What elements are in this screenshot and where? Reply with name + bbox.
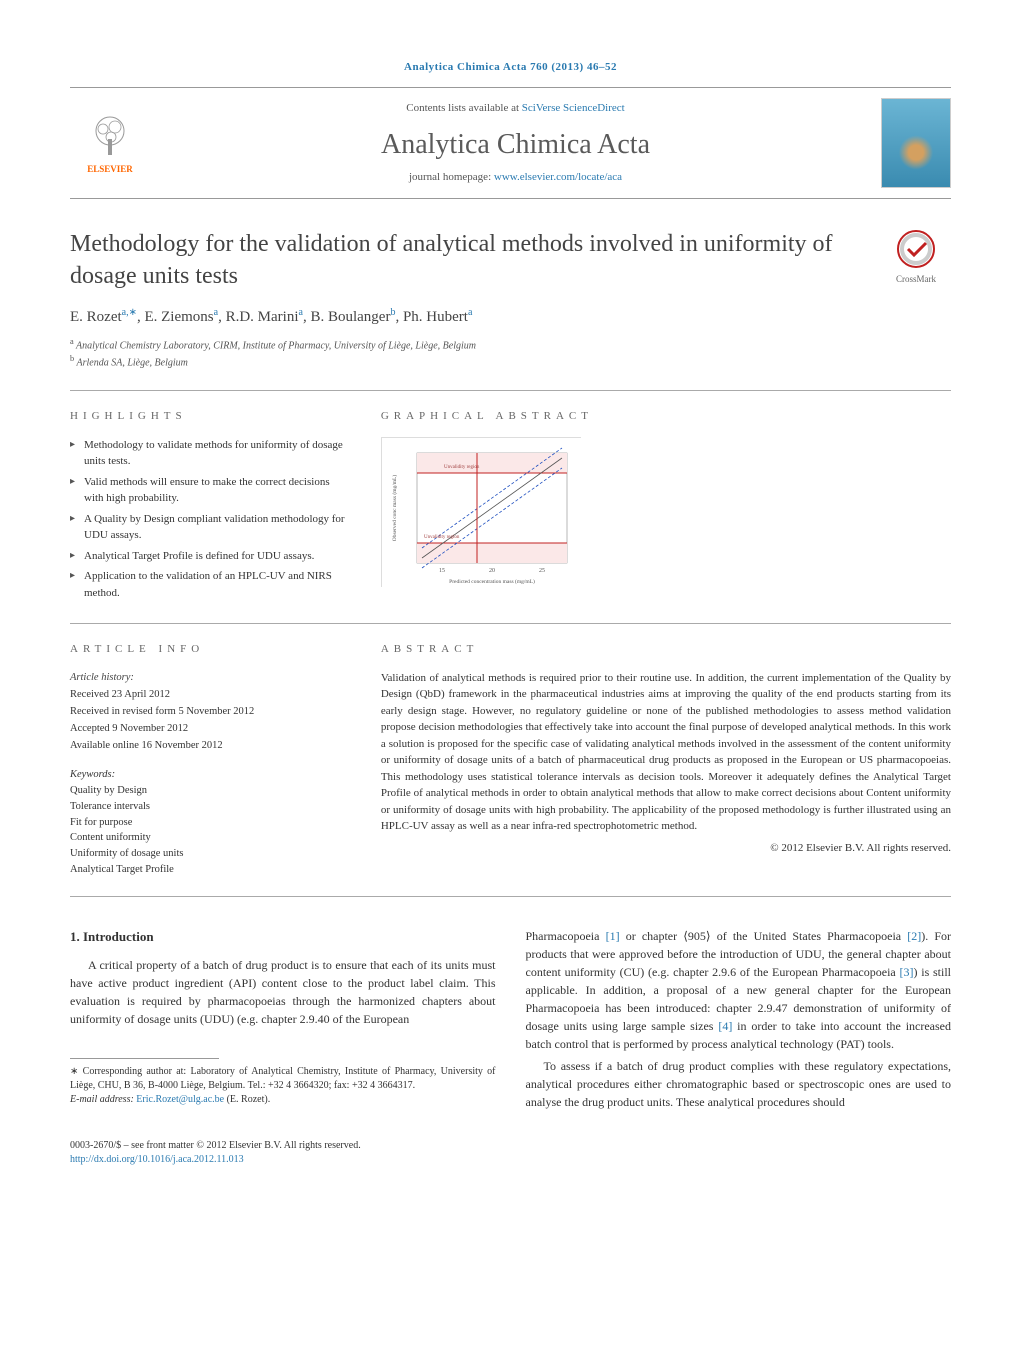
footnote-divider [70,1058,219,1059]
author: R.D. Marini [226,309,299,325]
info-abstract-row: ARTICLE INFO Article history: Received 2… [70,642,951,877]
email-link[interactable]: Eric.Rozet@ulg.ac.be [136,1094,224,1105]
keywords-heading: Keywords: [70,767,351,783]
body-paragraph: A critical property of a batch of drug p… [70,956,496,1028]
svg-text:Unvalidity region: Unvalidity region [444,465,480,470]
article-title: Methodology for the validation of analyt… [70,229,881,291]
body-section: 1. Introduction A critical property of a… [70,927,951,1115]
highlights-heading: HIGHLIGHTS [70,409,351,424]
journal-ref: Analytica Chimica Acta 760 (2013) 46–52 [70,60,951,75]
highlight-item: A Quality by Design compliant validation… [70,511,351,544]
ref-link[interactable]: [1] [606,929,620,943]
article-info-heading: ARTICLE INFO [70,642,351,657]
keyword: Uniformity of dosage units [70,846,351,862]
highlights-col: HIGHLIGHTS Methodology to validate metho… [70,409,351,605]
article-history-heading: Article history: [70,670,351,686]
footer: 0003-2670/$ – see front matter © 2012 El… [70,1139,951,1167]
history-line: Received 23 April 2012 [70,687,351,703]
highlight-item: Analytical Target Profile is defined for… [70,548,351,565]
publisher-name: ELSEVIER [87,163,133,176]
author-sup: a [468,307,472,318]
journal-cover-thumbnail [881,98,951,188]
title-row: Methodology for the validation of analyt… [70,229,951,291]
publisher-logo: ELSEVIER [70,103,150,183]
ref-link[interactable]: [4] [718,1019,732,1033]
affiliations: a Analytical Chemistry Laboratory, CIRM,… [70,336,951,371]
keywords-block: Keywords: Quality by Design Tolerance in… [70,767,351,877]
author: B. Boulanger [310,309,390,325]
footnote-text: Corresponding author at: Laboratory of A… [70,1066,496,1091]
author: E. Ziemons [144,309,213,325]
email-label: E-mail address: [70,1094,136,1105]
homepage-prefix: journal homepage: [409,171,494,183]
history-line: Received in revised form 5 November 2012 [70,704,351,720]
footer-issn: 0003-2670/$ – see front matter © 2012 El… [70,1139,951,1153]
header-box: ELSEVIER Contents lists available at Sci… [70,87,951,199]
crossmark-label: CrossMark [881,273,951,286]
author-sup: a [214,307,218,318]
ref-link[interactable]: [3] [900,965,914,979]
graphical-col: GRAPHICAL ABSTRACT [381,409,951,605]
divider [70,390,951,391]
ref-link[interactable]: [2] [907,929,921,943]
divider [70,623,951,624]
journal-name: Analytica Chimica Acta [150,125,881,164]
affiliation: b Arlenda SA, Liège, Belgium [70,353,951,370]
page: Analytica Chimica Acta 760 (2013) 46–52 … [0,0,1021,1207]
highlight-item: Application to the validation of an HPLC… [70,568,351,601]
affiliation: a Analytical Chemistry Laboratory, CIRM,… [70,336,951,353]
author: Ph. Hubert [403,309,468,325]
svg-text:Unvalidity region: Unvalidity region [424,535,460,540]
abstract-text: Validation of analytical methods is requ… [381,670,951,835]
crossmark-icon [896,229,936,269]
svg-text:Predicted concentration mass (: Predicted concentration mass (mg/mL) [449,578,535,585]
elsevier-tree-icon [85,111,135,161]
author-sup: a [299,307,303,318]
body-paragraph: Pharmacopoeia [1] or chapter ⟨905⟩ of th… [526,927,952,1053]
divider [70,896,951,897]
email-suffix: (E. Rozet). [224,1094,270,1105]
graphical-abstract-figure: Unvalidity region Unvalidity region 15 2… [381,437,581,587]
contents-prefix: Contents lists available at [406,102,521,114]
history-line: Accepted 9 November 2012 [70,721,351,737]
header-center: Contents lists available at SciVerse Sci… [150,101,881,185]
article-info-col: ARTICLE INFO Article history: Received 2… [70,642,351,877]
svg-text:25: 25 [539,568,545,574]
abstract-heading: ABSTRACT [381,642,951,657]
highlight-item: Methodology to validate methods for unif… [70,437,351,470]
keyword: Content uniformity [70,830,351,846]
crossmark-badge[interactable]: CrossMark [881,229,951,285]
author: E. Rozet [70,309,122,325]
author-sup: b [390,307,395,318]
corresponding-author-footnote: ∗ Corresponding author at: Laboratory of… [70,1065,496,1107]
keyword: Quality by Design [70,783,351,799]
keyword: Analytical Target Profile [70,862,351,878]
highlights-list: Methodology to validate methods for unif… [70,437,351,602]
homepage-line: journal homepage: www.elsevier.com/locat… [150,170,881,185]
sciencedirect-link[interactable]: SciVerse ScienceDirect [522,102,625,114]
svg-text:15: 15 [439,568,445,574]
svg-text:20: 20 [489,568,495,574]
keyword: Tolerance intervals [70,799,351,815]
intro-heading: 1. Introduction [70,927,496,947]
highlights-graphical-row: HIGHLIGHTS Methodology to validate metho… [70,409,951,605]
doi-link[interactable]: http://dx.doi.org/10.1016/j.aca.2012.11.… [70,1154,244,1165]
svg-text:Observed conc mass (mg/mL): Observed conc mass (mg/mL) [391,474,398,541]
homepage-link[interactable]: www.elsevier.com/locate/aca [494,171,622,183]
highlight-item: Valid methods will ensure to make the co… [70,474,351,507]
copyright: © 2012 Elsevier B.V. All rights reserved… [381,841,951,856]
history-line: Available online 16 November 2012 [70,738,351,754]
body-paragraph: To assess if a batch of drug product com… [526,1057,952,1111]
contents-line: Contents lists available at SciVerse Sci… [150,101,881,116]
keyword: Fit for purpose [70,815,351,831]
authors: E. Rozeta,∗, E. Ziemonsa, R.D. Marinia, … [70,306,951,328]
abstract-col: ABSTRACT Validation of analytical method… [381,642,951,877]
article-info-block: Article history: Received 23 April 2012 … [70,670,351,754]
body-columns: 1. Introduction A critical property of a… [70,927,951,1115]
author-sup: a,∗ [122,307,137,318]
graphical-heading: GRAPHICAL ABSTRACT [381,409,951,424]
